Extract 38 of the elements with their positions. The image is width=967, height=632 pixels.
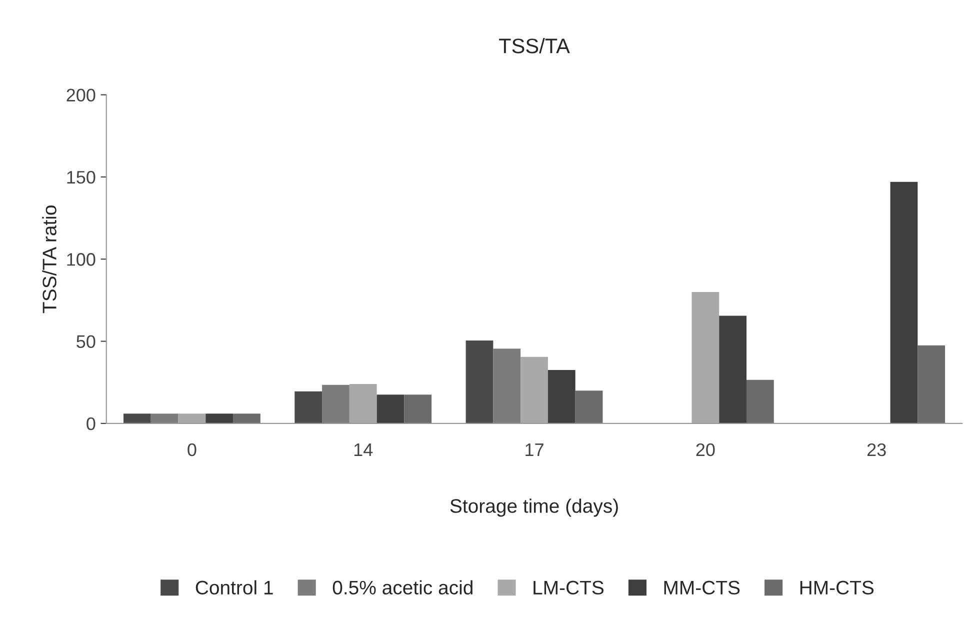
bar bbox=[466, 340, 494, 424]
bar bbox=[376, 394, 404, 424]
bar bbox=[746, 380, 774, 424]
x-tick-label: 23 bbox=[867, 443, 886, 456]
y-tick-label: 150 bbox=[67, 170, 96, 184]
bar bbox=[719, 316, 747, 424]
y-tick-label: 0 bbox=[86, 417, 96, 430]
x-tick-label: 14 bbox=[354, 444, 373, 456]
bar bbox=[150, 414, 178, 424]
legend-label: Control 1 bbox=[196, 580, 273, 595]
y-tick-label: 50 bbox=[76, 335, 96, 348]
x-tick-label: 20 bbox=[696, 443, 715, 456]
bar bbox=[575, 390, 603, 424]
bar bbox=[548, 370, 576, 424]
bar bbox=[890, 182, 918, 424]
y-tick-label: 100 bbox=[67, 253, 96, 266]
bar bbox=[294, 391, 322, 424]
bar bbox=[692, 292, 720, 424]
bar bbox=[493, 348, 521, 424]
x-tick-label: 0 bbox=[188, 443, 196, 456]
bar bbox=[322, 384, 350, 424]
bar bbox=[404, 394, 432, 424]
legend-label: LM-CTS bbox=[534, 580, 604, 595]
bar bbox=[178, 414, 206, 424]
legend-label: HM-CTS bbox=[800, 580, 874, 595]
chart-title: TSS/TA bbox=[499, 38, 570, 54]
bar bbox=[206, 414, 234, 424]
bar bbox=[233, 414, 260, 424]
legend-label: 0.5% acetic acid bbox=[332, 580, 472, 595]
y-axis-title: TSS/TA ratio bbox=[42, 206, 56, 314]
x-axis-title: Storage time (days) bbox=[450, 498, 618, 517]
bar bbox=[123, 414, 151, 424]
legend-label: MM-CTS bbox=[664, 580, 740, 595]
x-tick-label: 17 bbox=[526, 444, 544, 456]
bar bbox=[520, 356, 548, 424]
y-tick-label: 200 bbox=[66, 88, 96, 102]
bar bbox=[918, 345, 946, 424]
bar bbox=[349, 384, 377, 424]
